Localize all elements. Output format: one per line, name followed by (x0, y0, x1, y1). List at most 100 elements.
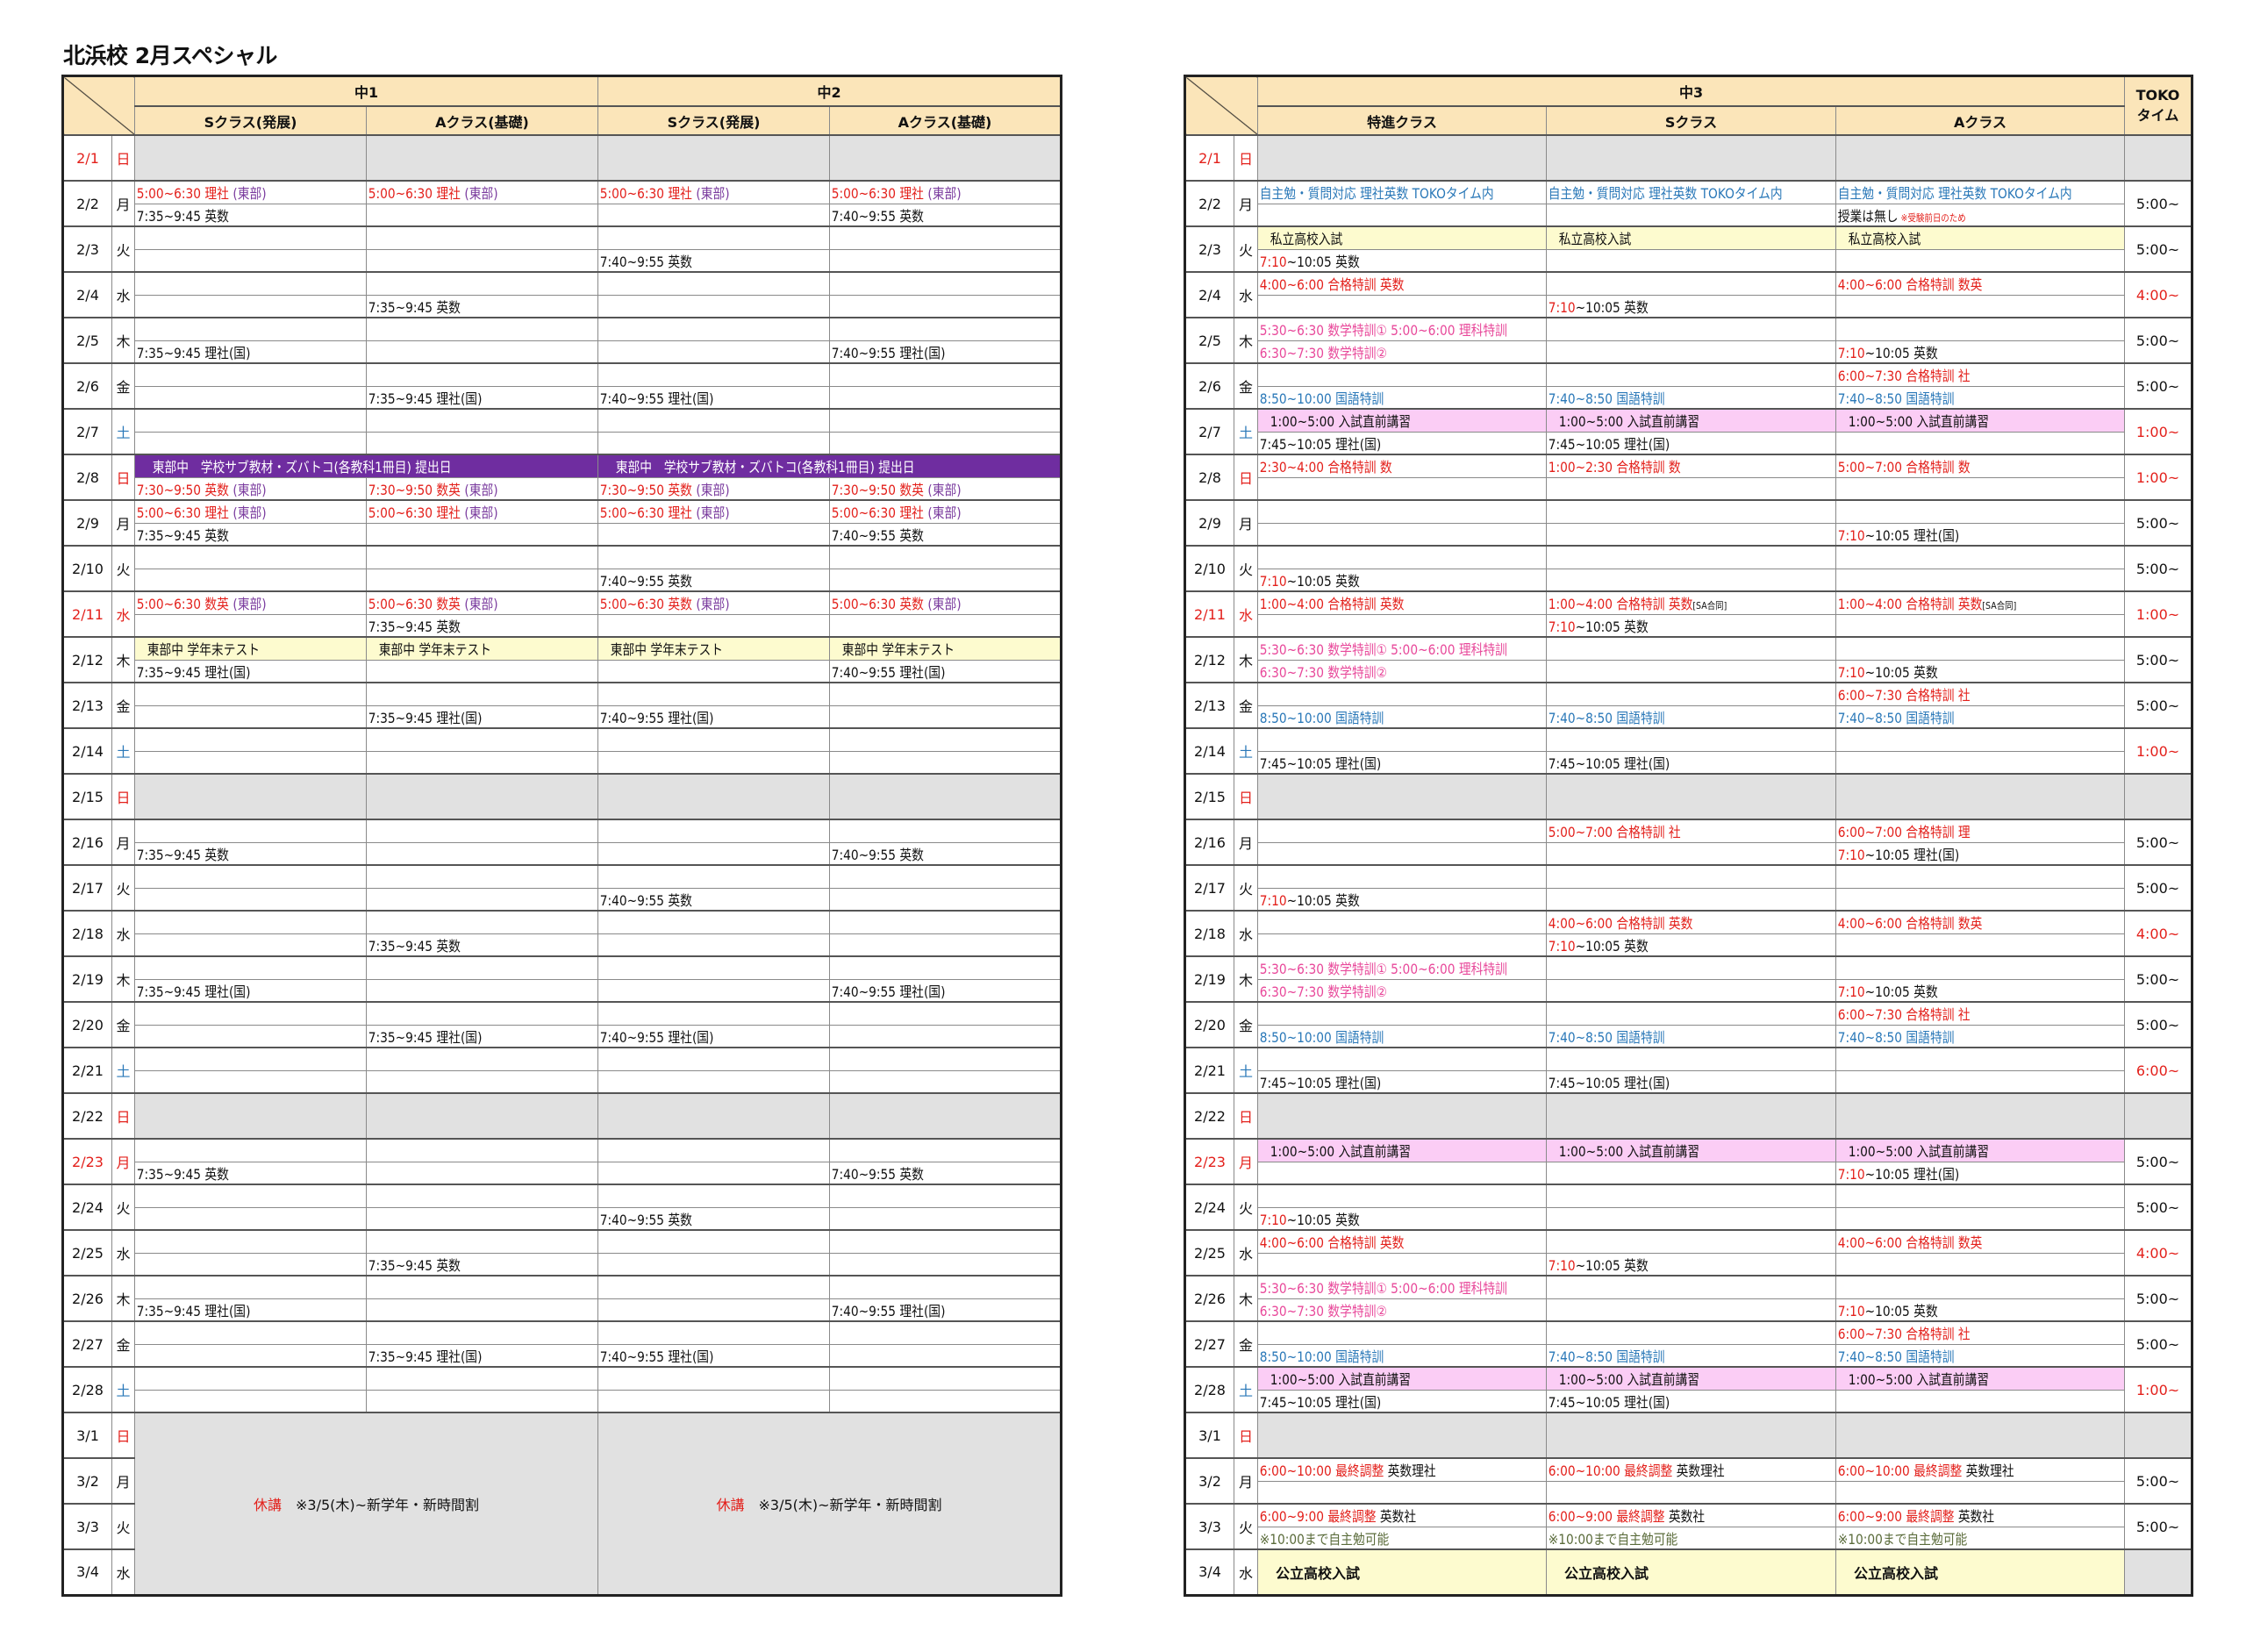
cell-content: 5:00~6:30 理社 (東部) (599, 182, 730, 203)
cell-text: 6:30~7:30 数学特訓② (1259, 344, 1387, 361)
toko-cell: 5:00~ (2124, 317, 2193, 364)
cell-text: 5:00~6:30 理社 (136, 185, 229, 203)
slot-lower (365, 1161, 599, 1185)
cell-text: 7:10 (1837, 663, 1865, 681)
slot-upper (1546, 1229, 1836, 1254)
slot-upper (365, 362, 599, 387)
slot-upper: 東部中 学年末テスト (597, 636, 831, 661)
cell-text: 7:10 (1837, 344, 1865, 361)
weekday-cell: 日 (111, 134, 135, 182)
slot-lower (1546, 659, 1836, 683)
day-row-lower (1185, 476, 2192, 501)
slot-upper (829, 225, 1062, 250)
slot-upper (1835, 545, 2126, 569)
cell-content: 7:30~9:50 英数 (東部) (599, 478, 730, 499)
cell-text: (東部) (923, 504, 962, 522)
slot-lower (134, 704, 367, 729)
slot-upper: 4:00~6:00 合格特訓 英数 (1257, 1229, 1547, 1254)
cell-content: 5:00~7:00 合格特訓 社 (1548, 821, 1681, 841)
day-row-lower: 7:10~10:05 理社(国) (1185, 522, 2192, 547)
cell-content: 7:35~9:45 理社(国) (368, 706, 483, 727)
cell-content: 7:35~9:45 英数 (368, 1254, 461, 1275)
slot-lower: 7:30~9:50 英数 (東部) (134, 476, 367, 501)
date-cell: 2/24 (1184, 1184, 1234, 1231)
day-row: 2/10 火 (62, 545, 1062, 592)
cell-text: (東部) (228, 481, 267, 498)
slot-upper (134, 271, 367, 296)
slot-lower (597, 978, 831, 1003)
slot-upper (1546, 1001, 1836, 1026)
slot-upper (597, 1275, 831, 1299)
cell-text: 6:00~10:00 最終調整 (1548, 1462, 1673, 1480)
slot-upper: 5:00~7:00 合格特訓 数 (1835, 454, 2126, 478)
weekday-cell: 木 (1234, 955, 1258, 1003)
slot-upper (1835, 1184, 2126, 1208)
cell-text: 7:40~8:50 国語特訓 (1837, 1028, 1955, 1046)
slot-lower (1835, 933, 2126, 957)
cell-content: 私立高校入試 (1837, 228, 1921, 248)
slot-lower: 7:35~9:45 英数 (134, 841, 367, 866)
slot-upper (1257, 864, 1547, 889)
cell-text: 7:45~10:05 理社(国) (1548, 1074, 1670, 1091)
day-row: 2/24 火 5:00~ (1184, 1184, 2193, 1231)
group-header: 中3 (1256, 75, 2126, 107)
slot-upper (597, 1138, 831, 1162)
class-header: 特進クラス (1257, 105, 1547, 136)
weekday-cell: 水 (111, 910, 135, 957)
cell-text: 7:30~9:50 英数 (136, 481, 229, 498)
empty-cell (1835, 1412, 2126, 1459)
slot-upper: 2:30~4:00 合格特訓 数 (1257, 454, 1547, 478)
slot-upper (134, 955, 367, 980)
day-row-lower (63, 750, 1062, 775)
slot-lower: 7:10~10:05 英数 (1546, 933, 1836, 957)
weekday-cell: 木 (1234, 1275, 1258, 1322)
cell-content: 1:00~5:00 入試直前講習 (1837, 1369, 1989, 1389)
toko-cell: 4:00~ (2124, 271, 2193, 318)
day-row-lower: 7:40~9:55 英数 (63, 248, 1062, 273)
cell-content: 2:30~4:00 合格特訓 数 (1259, 456, 1392, 476)
day-row-lower: 7:30~9:50 英数 (東部) 7:30~9:50 数英 (東部) 7:30~9… (63, 476, 1062, 501)
weekday-cell: 月 (1234, 1457, 1258, 1505)
slot-upper: 1:00~4:00 合格特訓 英数[SA合同] (1835, 590, 2126, 615)
toko-cell: 5:00~ (2124, 225, 2193, 273)
slot-lower: 7:35~9:45 英数 (134, 203, 367, 227)
date-cell: 2/28 (62, 1366, 112, 1413)
slot-upper (365, 910, 599, 934)
slot-lower (1546, 340, 1836, 364)
slot-lower (829, 1069, 1062, 1094)
date-cell: 2/28 (1184, 1366, 1234, 1413)
day-row-lower (63, 1389, 1062, 1413)
day-row: 2/6 金 (62, 362, 1062, 410)
day-row: 2/17 火 5:00~ (1184, 864, 2193, 912)
cell-content: 4:00~6:00 合格特訓 数英 (1837, 912, 1983, 933)
day-row: 2/26 木 (62, 1275, 1062, 1322)
slot-lower (1546, 978, 1836, 1003)
cell-content: 7:40~9:55 理社(国) (599, 706, 714, 727)
cell-content: 7:45~10:05 理社(国) (1259, 1391, 1381, 1412)
date-cell: 2/24 (62, 1184, 112, 1231)
slot-lower (1835, 476, 2126, 501)
day-row-lower: 7:35~9:45 英数 (63, 294, 1062, 318)
slot-upper (597, 1184, 831, 1208)
cell-content: 4:00~6:00 合格特訓 英数 (1259, 1232, 1405, 1252)
cell-content: 5:00~6:30 理社 (東部) (368, 182, 498, 203)
slot-lower (365, 1069, 599, 1094)
slot-upper (1546, 1320, 1836, 1345)
cell-content: 7:40~9:55 理社(国) (599, 1026, 714, 1047)
date-cell: 2/26 (1184, 1275, 1234, 1322)
date-cell: 2/9 (62, 499, 112, 547)
slot-upper (829, 1138, 1062, 1162)
slot-lower: 7:10~10:05 英数 (1546, 1252, 1836, 1277)
date-cell: 3/4 (1184, 1548, 1234, 1596)
toko-cell: 1:00~ (2124, 408, 2193, 455)
corner-cell (1184, 75, 1258, 136)
cell-content: 5:30~6:30 数学特訓① 5:00~6:00 理科特訓 (1259, 1277, 1507, 1298)
cell-text: 私立高校入試 (1270, 231, 1343, 248)
slot-lower: 7:45~10:05 理社(国) (1546, 750, 1836, 775)
slot-lower (365, 248, 599, 273)
weekday-cell: 金 (1234, 1320, 1258, 1368)
weekday-cell: 水 (1234, 910, 1258, 957)
slot-lower: 7:40~9:55 英数 (829, 203, 1062, 227)
slot-lower: 7:10~10:05 英数 (1257, 1206, 1547, 1231)
date-cell: 2/22 (62, 1092, 112, 1140)
